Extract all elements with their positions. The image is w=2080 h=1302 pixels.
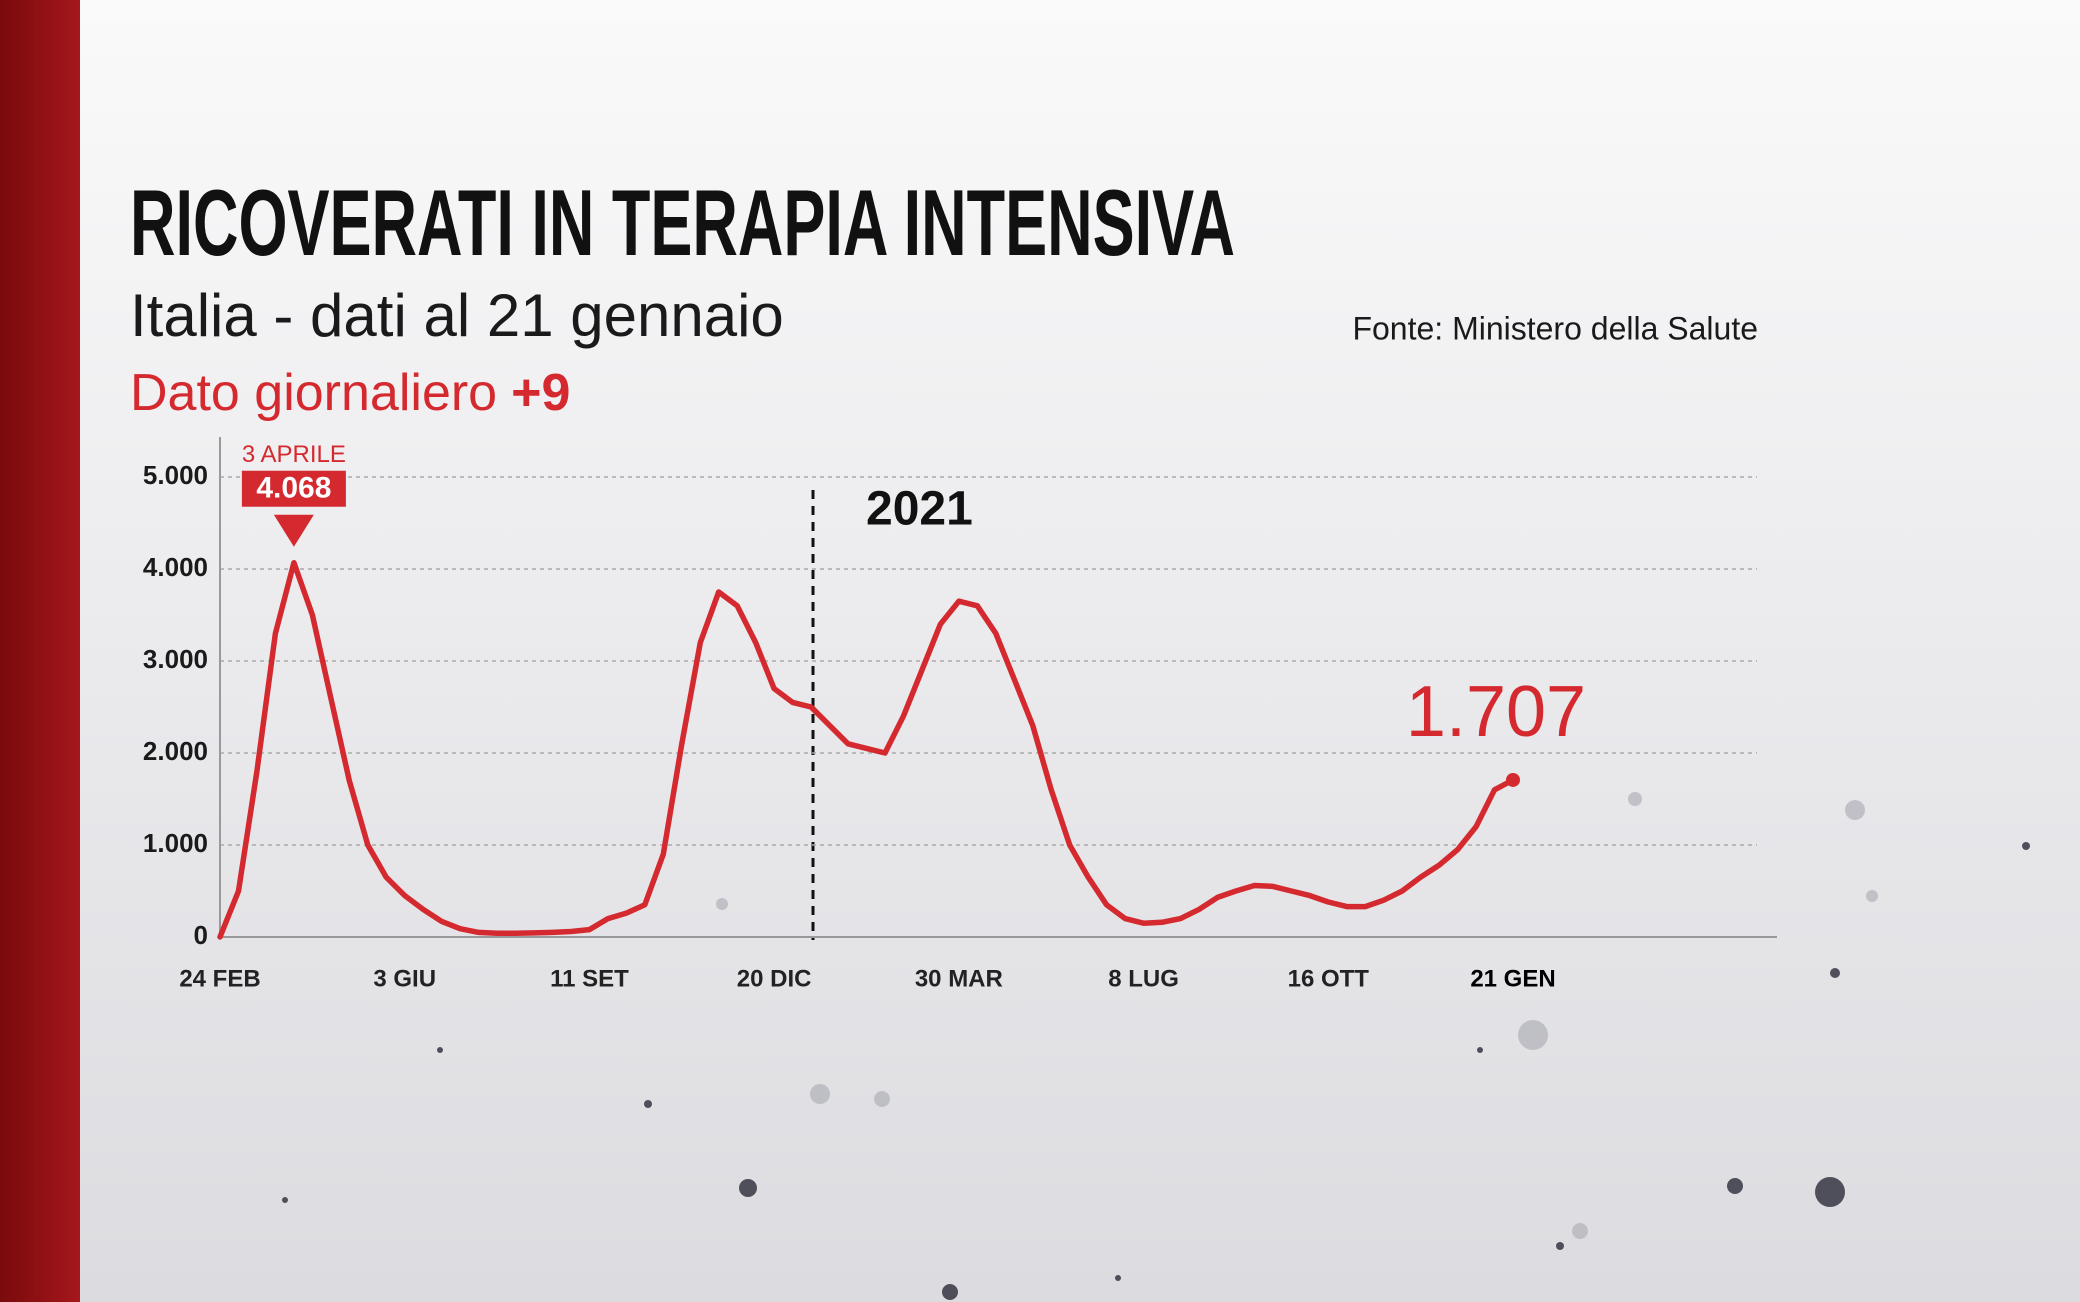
y-tick-label: 0 [194,920,208,950]
x-tick-label: 30 MAR [915,965,1003,992]
y-tick-label: 5.000 [143,460,208,490]
daily-label: Dato giornaliero [130,364,497,422]
x-tick-label: 11 SET [550,965,629,992]
end-point [1506,772,1520,787]
year-label: 2021 [866,483,973,536]
chart-title: RICOVERATI IN TERAPIA INTENSIVA [130,170,1235,275]
value-label: 1.707 [1406,672,1586,752]
value-label: 4.068 [256,472,331,505]
x-tick-label: 3 GIU [373,965,436,992]
daily-note: Dato giornaliero +9 [130,364,570,422]
y-tick-label: 4.000 [143,552,208,582]
y-tick-label: 2.000 [143,736,208,766]
x-tick-label: 8 LUG [1108,965,1179,992]
source-note: Fonte: Ministero della Salute [1352,310,1758,346]
y-tick-label: 1.000 [143,828,208,858]
decoration-dots [282,842,2030,1300]
peak-arrow [273,514,314,547]
decoration-dots-light [716,792,1878,1239]
daily-value: +9 [511,364,570,422]
x-tick-label: 20 DIC [737,965,812,992]
peak-annotation: 3 APRILE [242,441,346,468]
data-line [217,559,1516,940]
x-tick-label: 16 OTT [1288,965,1370,992]
chart-subtitle: Italia - dati al 21 gennaio [130,282,784,349]
x-tick-label: 21 GEN [1470,965,1555,992]
y-tick-label: 3.000 [143,644,208,674]
peak-box [241,470,346,507]
side-bar [0,0,80,1302]
x-tick-label: 24 FEB [179,965,260,992]
